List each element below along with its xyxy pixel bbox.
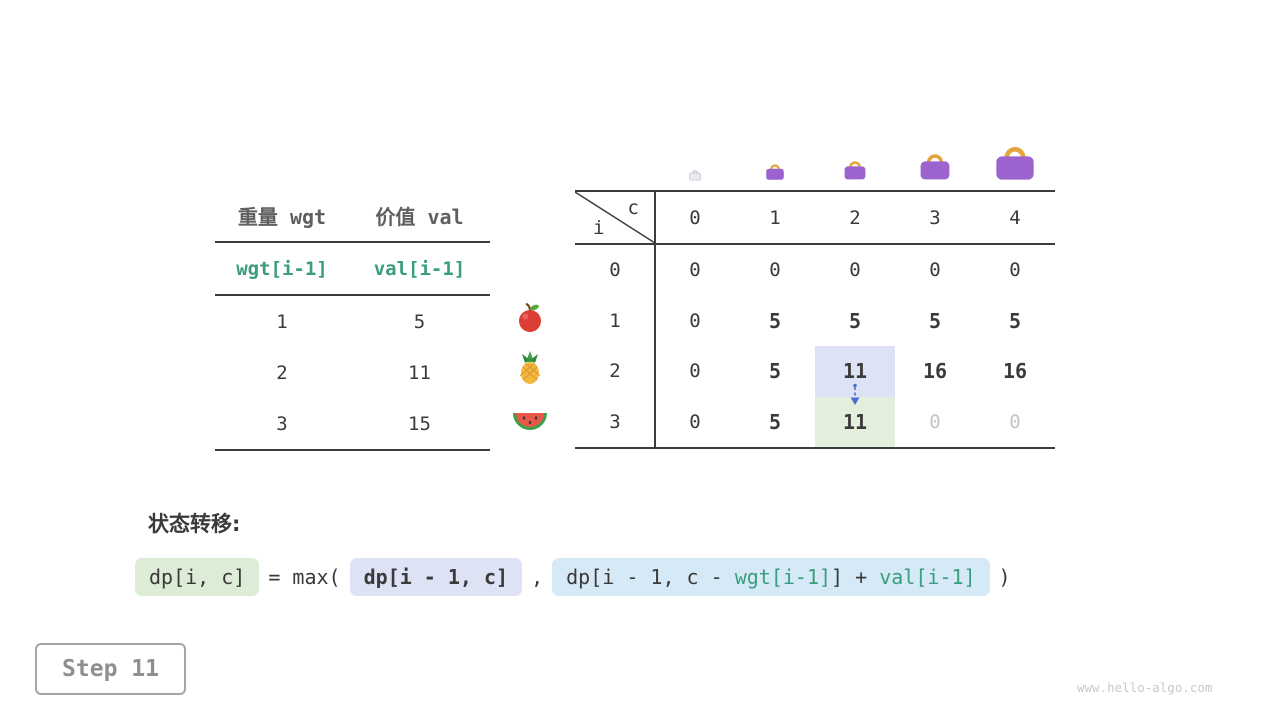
dp-table-body: 0 0 0 0 0 0 1 0 5 5 5 5 2 0 5 11 16 16 3 0 5 11 0 0	[575, 245, 1055, 447]
bag-empty-icon	[688, 167, 702, 186]
item-value-value: 5	[413, 310, 426, 333]
formula-lhs: dp[i, c]	[135, 558, 260, 596]
transition-arrow-icon	[845, 383, 865, 411]
formula-arg2-prefix: dp[i - 1, c -	[566, 565, 735, 589]
dp-cell: 0	[689, 360, 701, 383]
step-badge: Step 11	[35, 643, 186, 695]
dp-cell: 5	[768, 308, 782, 333]
bag-xlarge-icon	[991, 140, 1039, 186]
items-table: 重量 wgt 价值 val wgt[i-1] val[i-1] 1 5 2 11 3 15	[215, 190, 490, 451]
dp-cell: 5	[768, 359, 782, 384]
item-weight-value: 3	[276, 412, 288, 435]
dp-cell: 0	[689, 410, 701, 433]
dp-cell: 5	[768, 409, 782, 434]
dp-table-header-row: c i 0 1 2 3 4	[575, 192, 1055, 245]
capacity-axis-label: c	[627, 197, 639, 219]
item-value-value: 15	[408, 412, 431, 435]
dp-column-header: 3	[929, 206, 941, 229]
items-table-code-row: wgt[i-1] val[i-1]	[215, 243, 490, 296]
formula-arg2-wgt: wgt[i-1]	[734, 565, 832, 589]
item-value-value: 11	[408, 361, 431, 384]
state-transition-label: 状态转移:	[148, 512, 241, 536]
dp-cell: 0	[689, 309, 701, 332]
item-weight-value: 2	[276, 361, 288, 384]
bag-large-icon	[917, 148, 953, 186]
dp-table-corner-cell: c i	[575, 192, 655, 243]
corner-diagonal-line	[575, 192, 655, 243]
wgt-code-label: wgt[i-1]	[236, 257, 328, 280]
dp-cell: 0	[769, 259, 781, 282]
apple-icon	[514, 302, 546, 338]
dp-table-row: 2 0 5 11 16 16	[575, 346, 1055, 397]
dp-cell: 0	[689, 259, 701, 282]
dp-column-header: 4	[1009, 206, 1021, 229]
dp-column-headers: 0 1 2 3 4	[655, 192, 1055, 243]
weight-column-header: 重量 wgt	[237, 205, 327, 229]
dp-cell: 16	[1002, 359, 1028, 384]
dp-cell: 5	[1008, 308, 1022, 333]
items-table-header-row: 重量 wgt 价值 val	[215, 190, 490, 243]
dp-cell: 0	[1009, 259, 1021, 282]
dp-cell: 0	[1009, 410, 1021, 433]
formula-separator: ,	[531, 565, 544, 589]
dp-table-row: 1 0 5 5 5 5	[575, 296, 1055, 347]
dp-cell: 0	[929, 259, 941, 282]
dp-table-vertical-line	[654, 192, 656, 447]
dp-column-header: 0	[689, 206, 701, 229]
items-table-row: 2 11	[215, 347, 490, 398]
dp-cell: 0	[929, 410, 941, 433]
formula-arg-keep: dp[i - 1, c]	[349, 558, 523, 596]
dp-row-header: 1	[609, 309, 621, 332]
bag-medium-icon	[842, 156, 868, 186]
dp-column-header: 2	[849, 206, 861, 229]
dp-row-header: 2	[609, 360, 621, 383]
formula-arg2-mid: ] +	[831, 565, 880, 589]
item-weight-value: 1	[276, 310, 288, 333]
dp-row-header: 0	[609, 259, 621, 282]
watermark: www.hello-algo.com	[1077, 680, 1213, 695]
pineapple-icon	[514, 350, 546, 390]
dp-cell: 11	[815, 396, 895, 447]
dp-table-row: 0 0 0 0 0 0	[575, 245, 1055, 296]
dp-cell: 0	[849, 259, 861, 282]
dp-table-row: 3 0 5 11 0 0	[575, 396, 1055, 447]
formula-arg-take: dp[i - 1, c - wgt[i-1]] + val[i-1]	[552, 558, 990, 596]
item-axis-label: i	[593, 217, 605, 239]
val-code-label: val[i-1]	[373, 257, 466, 280]
formula-closing: )	[998, 565, 1011, 589]
formula-operator: = max(	[268, 565, 341, 589]
formula-arg2-val: val[i-1]	[879, 565, 976, 589]
items-table-body: 1 5 2 11 3 15	[215, 296, 490, 451]
value-column-header: 价值 val	[375, 205, 464, 229]
dp-row-header: 3	[609, 410, 621, 433]
dp-cell: 16	[922, 359, 948, 384]
items-table-row: 3 15	[215, 398, 490, 451]
watermelon-icon	[512, 409, 548, 437]
dp-cell: 5	[928, 308, 942, 333]
dp-cell: 5	[848, 308, 862, 333]
state-transition-formula: dp[i, c] = max( dp[i - 1, c] , dp[i - 1,…	[135, 558, 1011, 596]
bag-small-icon	[764, 160, 786, 186]
dp-column-header: 1	[769, 206, 781, 229]
